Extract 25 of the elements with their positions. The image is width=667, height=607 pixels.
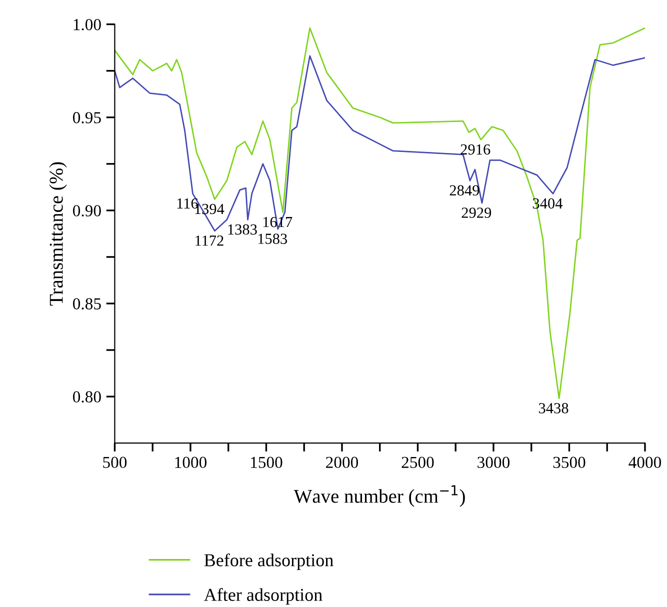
y-tick-label: 0.80	[73, 391, 101, 403]
x-tick-label: 2500	[402, 456, 434, 468]
annotation: 1583	[258, 234, 288, 244]
x-tick-label: 2000	[326, 456, 358, 468]
x-tick-label: 3500	[553, 456, 586, 468]
annotation: 3438	[538, 403, 568, 414]
y-tick-label: 0.95	[73, 112, 101, 124]
y-tick-label: 1.00	[74, 18, 101, 30]
y-tick-label: 0.85	[73, 298, 101, 310]
x-tick-label: 500	[103, 456, 127, 468]
legend-label: After adsorption	[204, 588, 322, 605]
x-tick-label: 1000	[175, 456, 207, 468]
x-axis-title: Wave number (cm$^{−1}$)	[294, 485, 465, 507]
legend-label: Before adsorption	[204, 553, 334, 570]
x-tick-label: 3000	[478, 456, 510, 468]
y-axis-title: Transmittance (%)	[49, 162, 67, 306]
x-tick-label: 4000	[628, 456, 662, 468]
line-series	[114, 27, 645, 400]
annotation: 1383	[228, 224, 257, 235]
annotation: 2929	[462, 208, 492, 218]
annotation: 1172	[196, 236, 224, 246]
x-tick-label: 1500	[251, 456, 282, 468]
annotation: 2916	[460, 144, 490, 155]
y-tick-label: 0.90	[73, 205, 101, 216]
annotation: 2849	[450, 185, 480, 196]
